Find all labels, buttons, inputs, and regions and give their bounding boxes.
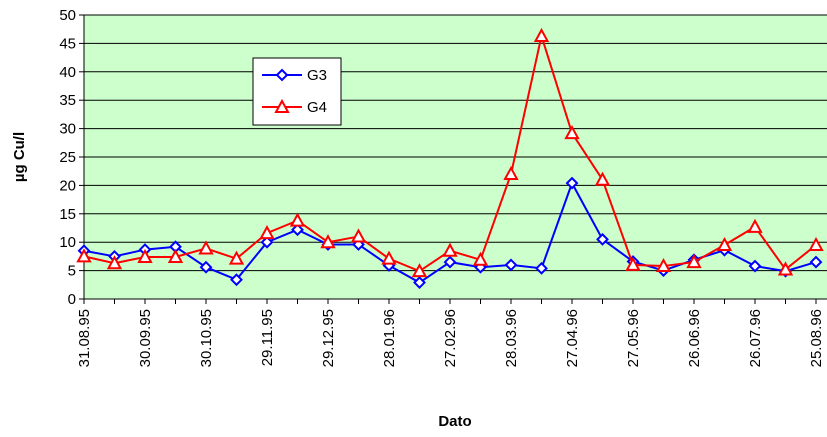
marker <box>535 261 548 275</box>
y-tick-label: 25 <box>59 149 76 166</box>
y-tick-label: 15 <box>59 206 76 223</box>
y-tick-label: 40 <box>59 64 76 81</box>
marker <box>686 253 702 269</box>
marker <box>503 165 519 181</box>
marker <box>76 248 92 263</box>
legend: G3 G4 <box>252 57 342 126</box>
x-tick-label: 29.12.95 <box>320 309 337 367</box>
x-tick-label: 28.03.96 <box>503 309 520 367</box>
marker <box>199 260 213 274</box>
y-tick-label: 5 <box>68 263 76 280</box>
marker <box>748 259 762 273</box>
x-tick-label: 25.08.96 <box>808 309 825 367</box>
x-tick-label: 27.04.96 <box>564 309 581 367</box>
x-tick-label: 31.08.95 <box>76 309 93 367</box>
legend-label: G3 <box>307 67 327 84</box>
marker <box>411 263 428 278</box>
marker <box>655 257 672 273</box>
marker <box>260 235 274 249</box>
marker <box>533 27 550 43</box>
marker <box>442 242 458 257</box>
y-tick-label: 20 <box>59 177 76 194</box>
y-tick-label: 35 <box>59 92 76 109</box>
marker <box>230 273 243 287</box>
y-tick-label: 0 <box>68 291 76 308</box>
y-tick-label: 50 <box>59 7 76 24</box>
x-tick-label: 28.01.96 <box>381 309 398 367</box>
marker <box>137 248 153 263</box>
marker <box>228 250 245 265</box>
y-tick-label: 45 <box>59 35 76 52</box>
y-axis-label: µg Cu/l <box>11 132 28 182</box>
x-tick-label: 30.10.95 <box>198 309 215 367</box>
marker <box>289 212 306 227</box>
marker <box>716 236 733 252</box>
legend-label: G4 <box>307 99 327 116</box>
x-tick-label: 29.11.95 <box>259 309 276 366</box>
marker <box>809 255 823 269</box>
marker <box>565 176 579 190</box>
marker <box>747 218 763 233</box>
marker <box>564 125 580 140</box>
x-tick-label: 26.07.96 <box>747 309 764 367</box>
x-tick-label: 27.05.96 <box>625 309 642 367</box>
y-tick-label: 30 <box>59 121 76 138</box>
marker <box>259 225 275 240</box>
marker <box>594 171 611 186</box>
marker <box>274 98 290 113</box>
marker <box>808 236 824 252</box>
marker <box>106 255 123 270</box>
marker <box>504 258 518 272</box>
marker <box>443 255 457 269</box>
y-tick-label: 10 <box>59 234 76 251</box>
marker <box>167 248 184 263</box>
marker <box>198 240 214 255</box>
marker <box>381 250 397 265</box>
marker <box>596 232 609 246</box>
marker <box>625 256 641 271</box>
marker <box>275 68 289 82</box>
marker <box>320 234 336 249</box>
marker <box>291 223 304 237</box>
x-tick-label: 30.09.95 <box>137 309 154 367</box>
x-axis-label: Dato <box>438 413 471 430</box>
x-tick-label: 27.02.96 <box>442 309 459 367</box>
x-tick-label: 26.06.96 <box>686 309 703 367</box>
marker <box>413 276 426 289</box>
marker <box>472 251 489 266</box>
legend-box <box>252 57 342 126</box>
marker <box>777 261 794 276</box>
marker <box>350 228 367 243</box>
